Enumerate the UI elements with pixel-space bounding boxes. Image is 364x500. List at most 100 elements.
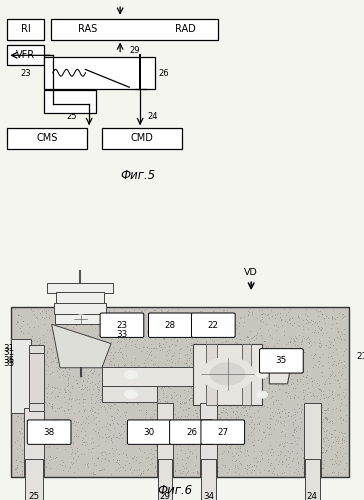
Point xyxy=(190,308,196,316)
Point xyxy=(309,433,314,441)
Point xyxy=(267,440,273,448)
Point xyxy=(41,338,47,346)
Point xyxy=(24,458,30,466)
Point xyxy=(280,440,285,448)
Point xyxy=(260,314,265,322)
Point xyxy=(108,312,114,320)
Point xyxy=(116,324,122,332)
Point xyxy=(225,398,231,406)
Point xyxy=(316,342,321,350)
Point xyxy=(316,470,322,478)
Point xyxy=(193,340,199,347)
Point xyxy=(296,364,302,372)
Point xyxy=(237,318,242,326)
Point xyxy=(205,316,211,324)
Point xyxy=(221,332,226,340)
Point xyxy=(224,411,230,419)
Point xyxy=(36,356,42,364)
Point xyxy=(309,377,315,385)
Point xyxy=(151,324,157,332)
Point xyxy=(213,410,219,418)
Point xyxy=(96,441,102,449)
Point xyxy=(83,438,89,446)
Point xyxy=(185,410,191,418)
Point xyxy=(166,346,172,354)
Point xyxy=(71,328,77,336)
Point xyxy=(193,369,198,377)
Point xyxy=(28,430,33,438)
Point xyxy=(21,469,27,477)
Point xyxy=(177,392,183,400)
Point xyxy=(263,373,269,381)
Point xyxy=(70,312,75,320)
Point xyxy=(81,356,87,364)
Point xyxy=(217,381,223,389)
Point xyxy=(265,342,271,350)
Point xyxy=(215,384,221,392)
Point xyxy=(279,407,285,415)
Point xyxy=(130,330,135,338)
Point xyxy=(179,374,185,382)
Point xyxy=(150,450,156,458)
Point xyxy=(127,334,132,342)
Point xyxy=(116,319,122,327)
Point xyxy=(61,393,67,401)
Point xyxy=(217,331,222,339)
Point xyxy=(238,460,244,468)
Point xyxy=(97,393,103,401)
Point xyxy=(305,453,310,461)
Point xyxy=(122,461,128,469)
Point xyxy=(15,388,21,396)
Point xyxy=(250,424,256,432)
Point xyxy=(67,388,73,396)
Point xyxy=(122,372,128,380)
Point xyxy=(86,362,92,370)
Point xyxy=(341,436,347,444)
Point xyxy=(217,316,222,324)
Point xyxy=(233,450,239,458)
Point xyxy=(107,364,113,372)
Point xyxy=(177,398,182,406)
Point xyxy=(334,350,340,358)
Point xyxy=(245,452,251,460)
Point xyxy=(147,413,153,421)
Point xyxy=(106,306,112,314)
Point xyxy=(318,368,324,376)
Point xyxy=(162,396,168,404)
Point xyxy=(108,470,114,478)
Point xyxy=(226,431,232,439)
Point xyxy=(135,313,141,321)
Point xyxy=(183,336,189,344)
Point xyxy=(83,342,89,350)
Point xyxy=(19,353,24,361)
Point xyxy=(324,330,329,338)
Point xyxy=(339,344,344,351)
Point xyxy=(148,365,154,373)
Point xyxy=(304,334,309,342)
Point xyxy=(338,419,344,427)
Point xyxy=(24,384,30,392)
Point xyxy=(290,384,296,392)
Point xyxy=(184,422,190,430)
Point xyxy=(164,371,170,379)
Point xyxy=(233,342,239,350)
Point xyxy=(330,306,336,314)
Point xyxy=(272,362,277,370)
Point xyxy=(236,322,241,330)
Point xyxy=(195,422,201,430)
Point xyxy=(318,391,324,399)
Point xyxy=(76,314,82,322)
Point xyxy=(57,460,63,468)
Point xyxy=(103,380,108,388)
Point xyxy=(207,422,213,430)
Point xyxy=(143,332,149,340)
Point xyxy=(25,386,31,394)
Point xyxy=(144,342,150,350)
Point xyxy=(303,373,309,381)
Point xyxy=(221,366,227,374)
Circle shape xyxy=(74,315,87,323)
Point xyxy=(329,371,335,379)
Point xyxy=(151,452,157,460)
Point xyxy=(152,336,158,344)
Point xyxy=(67,350,73,358)
